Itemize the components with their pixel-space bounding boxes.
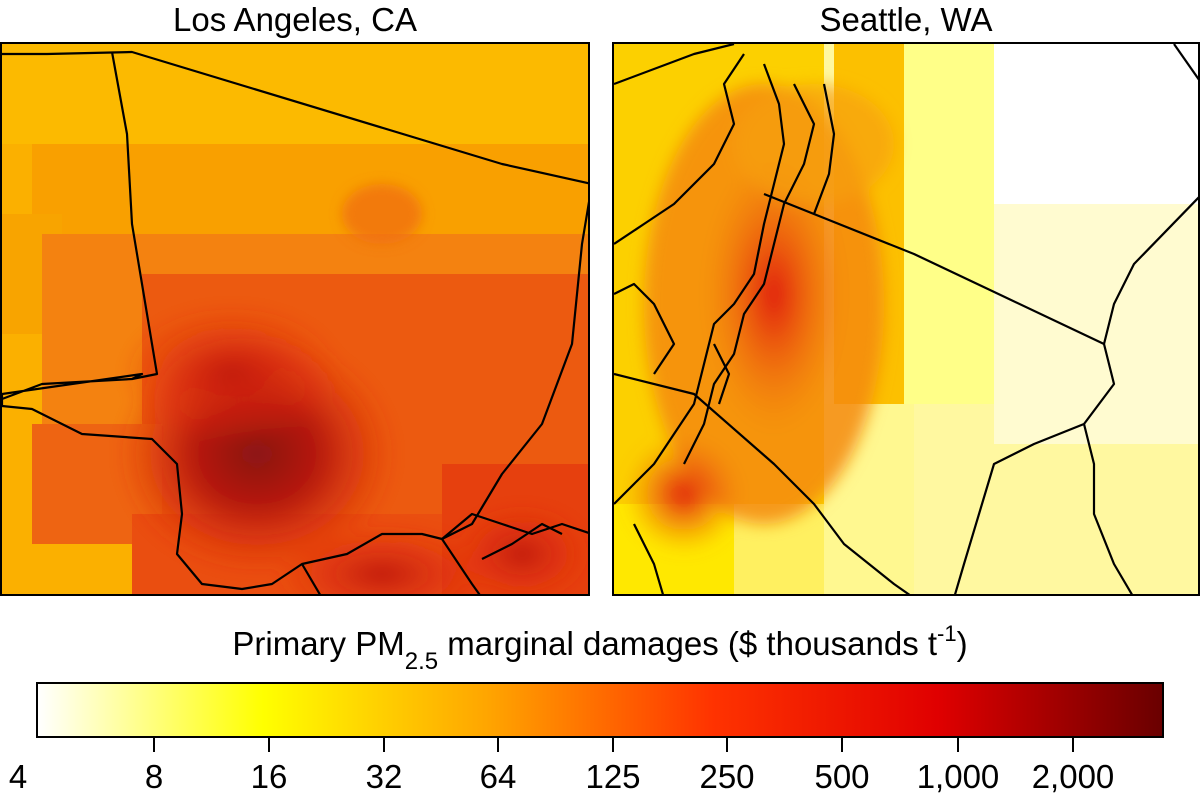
colorbar-tick-label: 64 <box>479 758 517 795</box>
se-hotspot-core <box>704 154 844 434</box>
legend-title-subscript: 2.5 <box>404 648 439 675</box>
la-county-south-line <box>301 563 321 594</box>
colorbar-tick <box>383 738 385 752</box>
legend-title-rest: marginal damages ($ thousands t <box>438 625 938 662</box>
la-county-west-line <box>110 51 159 381</box>
seattle-heatmap <box>614 44 1198 594</box>
colorbar-tick-label: 125 <box>585 758 641 795</box>
la-hotspot-south <box>272 524 492 594</box>
la-hotspot-north <box>342 184 422 244</box>
panel-title-los-angeles: Los Angeles, CA <box>173 1 417 38</box>
legend-title: Primary PM2.5 marginal damages ($ thousa… <box>0 621 1200 675</box>
se-pale-east <box>994 204 1198 444</box>
se-coast-4 <box>812 83 836 215</box>
la-boundary-se-2 <box>481 522 563 560</box>
colorbar-tick <box>497 738 499 752</box>
colorbar <box>36 682 1164 738</box>
colorbar-tick-label: 2,000 <box>1031 758 1115 795</box>
colorbar-tick-label: 4 <box>8 758 28 795</box>
los-angeles-heatmap <box>2 44 588 594</box>
colorbar-tick <box>153 738 155 752</box>
los-angeles-map <box>0 42 590 596</box>
se-yellow-band <box>904 44 994 404</box>
se-county-line-east <box>763 192 1198 346</box>
legend-title-superscript: -1 <box>937 621 957 646</box>
se-coast-5 <box>614 282 676 375</box>
se-hotspot-south <box>624 434 744 554</box>
legend-title-end: ) <box>956 625 968 662</box>
seattle-map <box>612 42 1200 596</box>
colorbar-tick <box>1072 738 1074 752</box>
la-hotspot-upper <box>122 304 342 444</box>
colorbar-tick <box>268 738 270 752</box>
se-county-line-north <box>614 44 735 86</box>
colorbar-tick-label: 1,000 <box>916 758 1000 795</box>
se-coast-7 <box>713 343 731 405</box>
se-county-line-mid <box>614 372 911 594</box>
colorbar-tick <box>957 738 959 752</box>
se-river-east <box>954 343 1116 594</box>
colorbar-tick-label: 8 <box>144 758 164 795</box>
se-river-east-2 <box>1082 423 1133 594</box>
colorbar-tick-label: 16 <box>250 758 288 795</box>
colorbar-tick-label: 250 <box>699 758 755 795</box>
se-coast-2 <box>614 63 786 505</box>
la-boundary-se-1 <box>441 512 588 540</box>
colorbar-tick-label: 32 <box>365 758 403 795</box>
la-band-mid <box>32 144 588 244</box>
colorbar-tick-label: 500 <box>814 758 870 795</box>
se-coast-3 <box>683 83 816 465</box>
se-county-line-ne <box>1173 44 1198 81</box>
panel-title-seattle: Seattle, WA <box>819 1 993 38</box>
la-county-east-line <box>441 201 588 540</box>
se-white-ne <box>994 44 1198 204</box>
se-orange-north <box>734 84 894 204</box>
la-band-upper <box>2 44 588 144</box>
colorbar-tick <box>726 738 728 752</box>
legend-title-main: Primary PM <box>232 625 405 662</box>
colorbar-tick <box>612 738 614 752</box>
se-coast-6 <box>633 523 664 594</box>
la-coastline <box>2 372 443 591</box>
se-coast-1 <box>614 53 745 245</box>
la-county-south-2 <box>441 538 481 594</box>
la-county-north-line <box>2 50 588 185</box>
colorbar-tick <box>841 738 843 752</box>
